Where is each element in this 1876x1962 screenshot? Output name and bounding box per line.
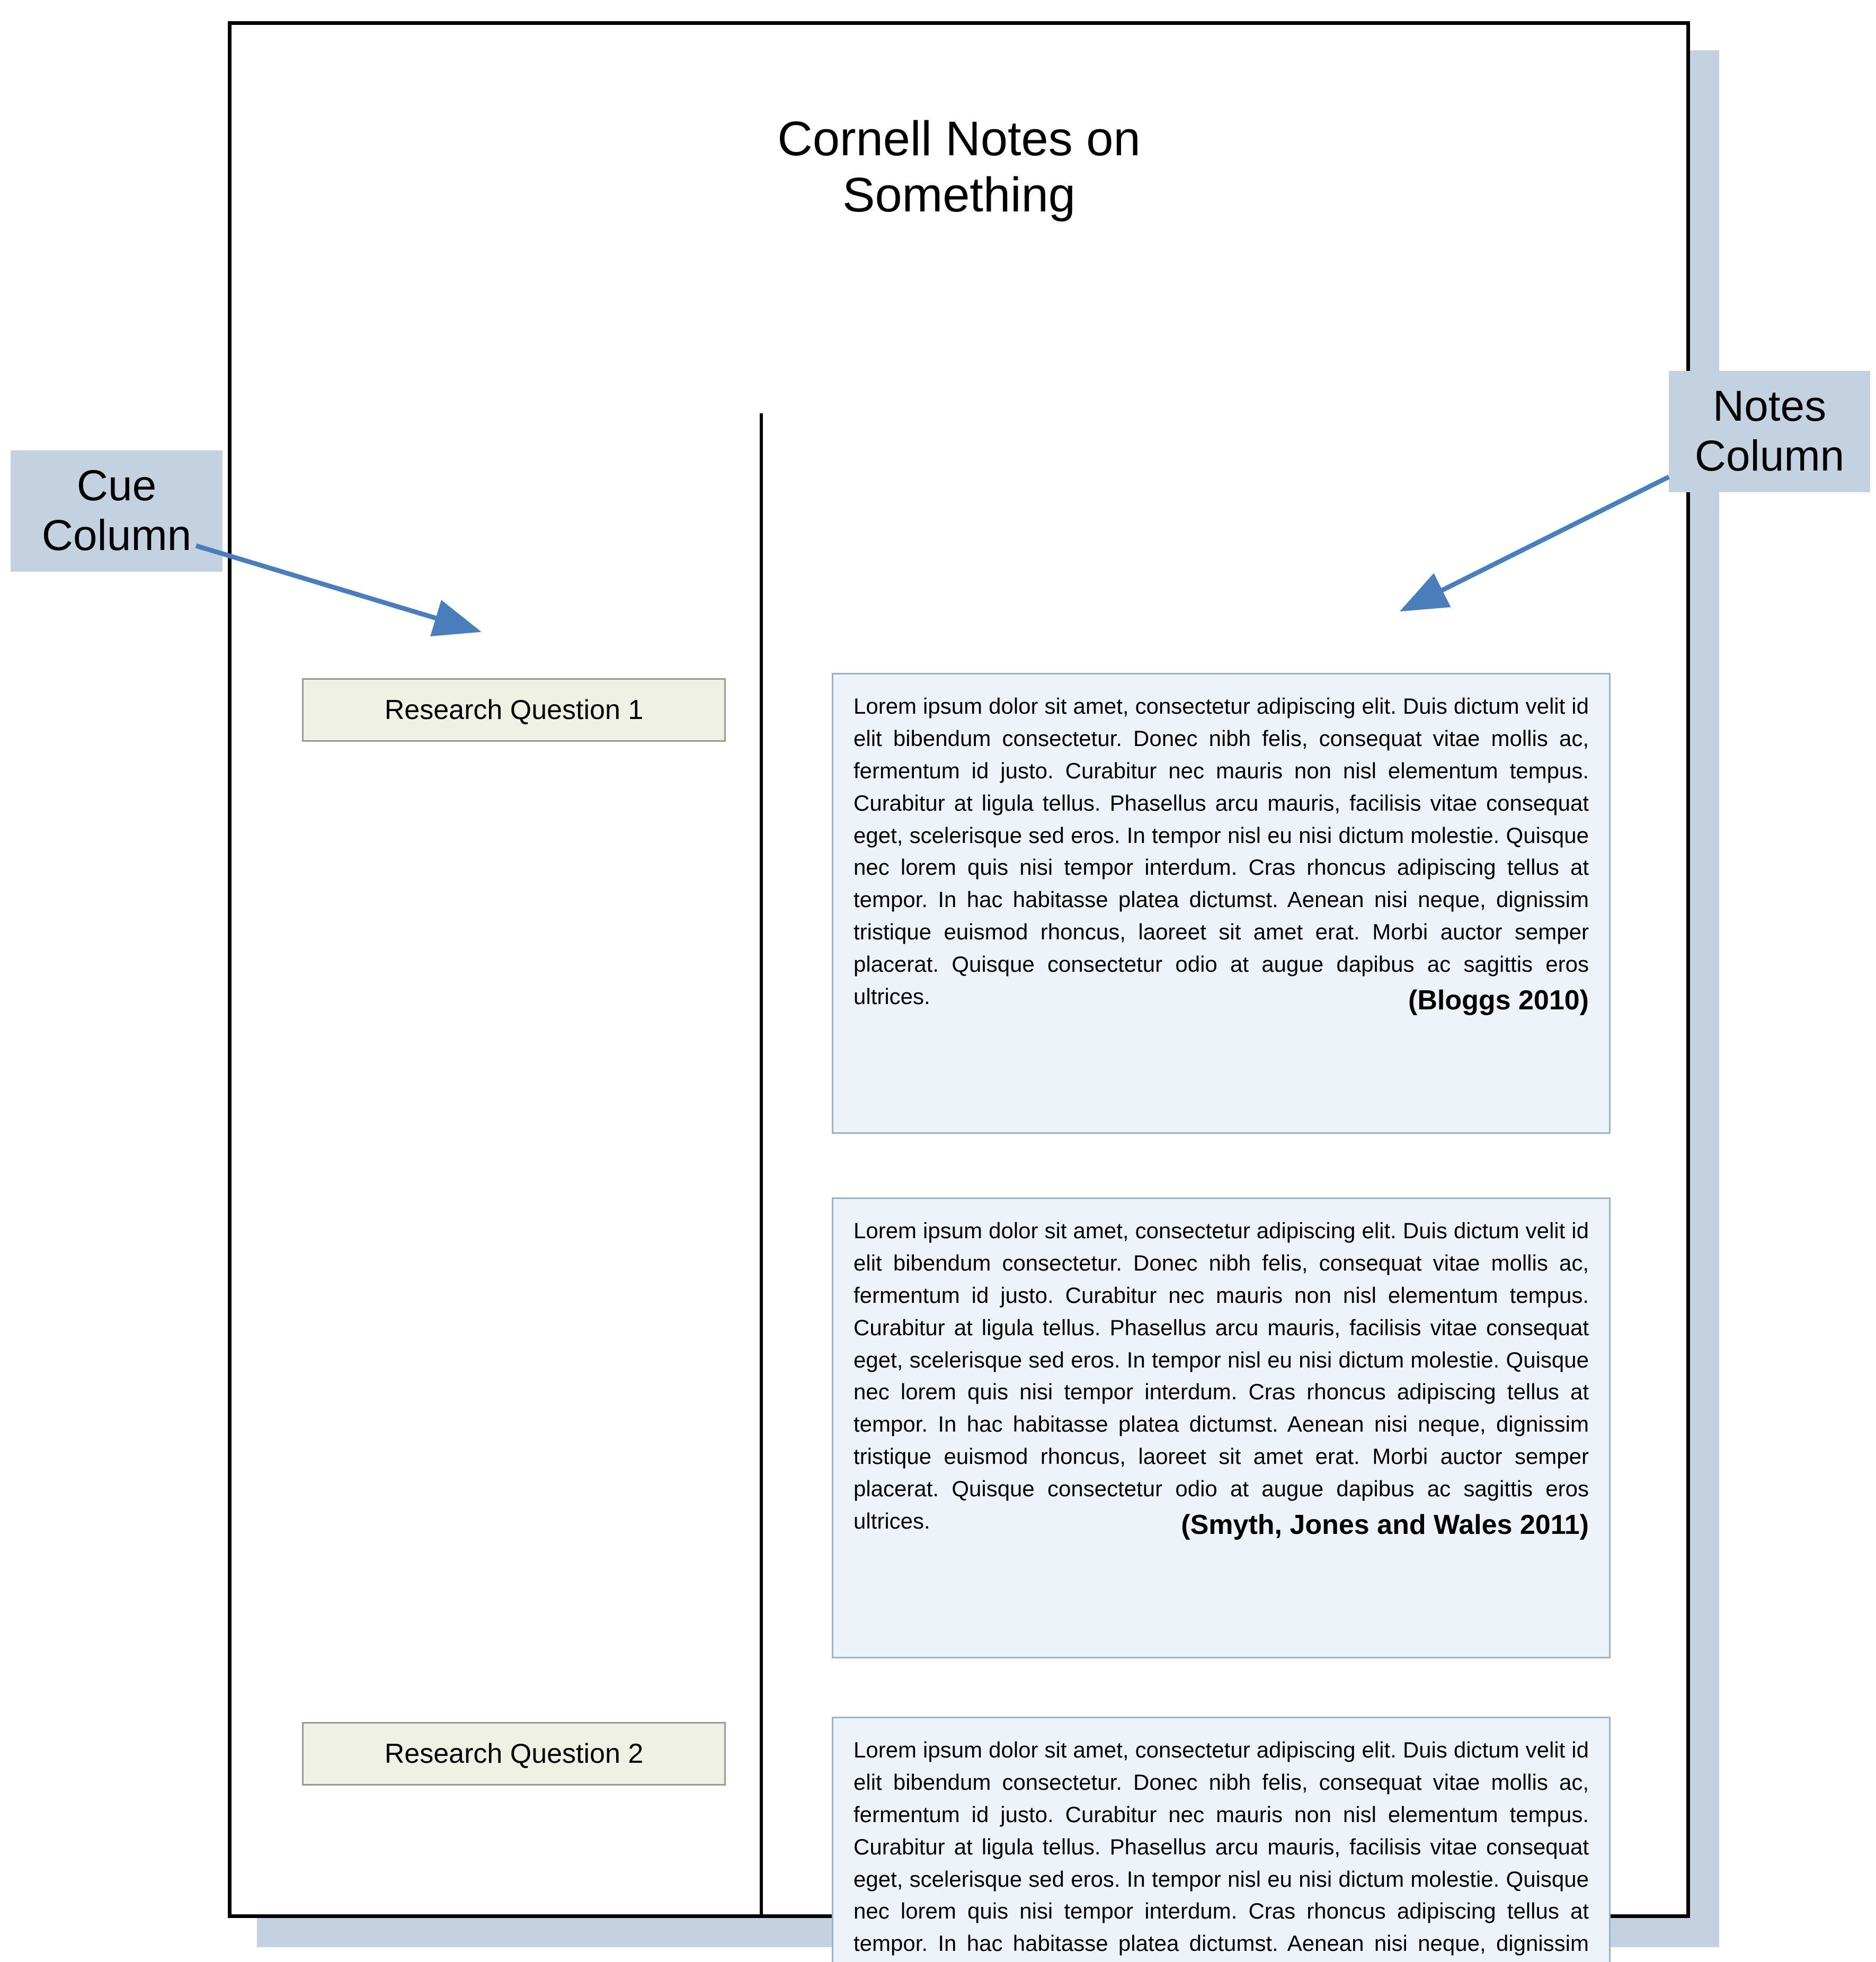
note-box: Lorem ipsum dolor sit amet, consectetur … [832, 1197, 1611, 1658]
diagram-canvas: Cornell Notes onSomething CueColumn Note… [0, 0, 1876, 1962]
cue-label: Research Question 1 [385, 694, 644, 726]
note-citation: (Bloggs 2010) [1408, 981, 1589, 1020]
cue-box: Research Question 1 [302, 678, 726, 742]
note-box: Lorem ipsum dolor sit amet, consectetur … [832, 1717, 1611, 1962]
note-body-text: Lorem ipsum dolor sit amet, consectetur … [853, 1218, 1589, 1533]
cue-box: Research Question 2 [302, 1722, 726, 1786]
note-box: Lorem ipsum dolor sit amet, consectetur … [832, 673, 1611, 1134]
note-citation: (Smyth, Jones and Wales 2011) [1181, 1505, 1589, 1545]
note-body-text: Lorem ipsum dolor sit amet, consectetur … [853, 1737, 1589, 1962]
cue-label: Research Question 2 [385, 1738, 644, 1770]
note-body-text: Lorem ipsum dolor sit amet, consectetur … [853, 694, 1589, 1009]
